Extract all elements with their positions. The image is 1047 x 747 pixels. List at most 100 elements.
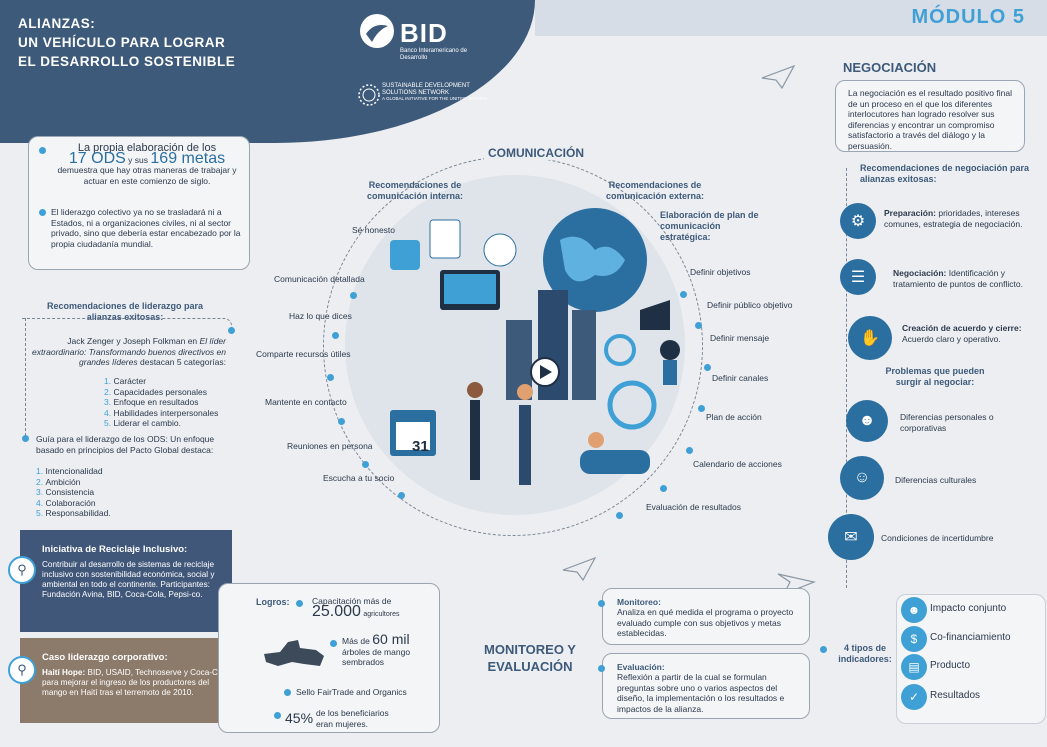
ring-dot bbox=[704, 364, 711, 371]
negociacion-rec-title: Recomendaciones de negociación para alia… bbox=[860, 163, 1030, 184]
external-item: Plan de acción bbox=[706, 412, 762, 422]
negociacion-definition: La negociación es el resultado positivo … bbox=[848, 88, 1012, 151]
zenger-book-title: El líder extraordinario: Transformando b… bbox=[31, 336, 226, 367]
liderazgo-title: LIDERAZGO bbox=[40, 117, 117, 132]
bullet-dot bbox=[598, 600, 605, 607]
indicators-label: 4 tipos de indicadores: bbox=[838, 643, 892, 664]
list-item: 3. Consistencia bbox=[36, 487, 95, 497]
ring-dot bbox=[660, 485, 667, 492]
step-acuerdo: Creación de acuerdo y cierre: Acuerdo cl… bbox=[902, 323, 1022, 344]
ring-dot bbox=[332, 332, 339, 339]
internal-item: Reuniones en persona bbox=[287, 441, 373, 451]
problem-item: Diferencias personales o corporativas bbox=[900, 412, 994, 433]
internal-item: Mantente en contacto bbox=[265, 397, 347, 407]
connector-line bbox=[22, 318, 232, 328]
internal-item: Comparte recursos útiles bbox=[256, 349, 351, 359]
people-icon: ☻ bbox=[901, 597, 927, 623]
internal-comm-title: Recomendaciones de comunicación interna: bbox=[366, 180, 464, 201]
monitoreo-box: Monitoreo: Analiza en qué medida el prog… bbox=[602, 588, 810, 645]
internal-item: Comunicación detallada bbox=[274, 274, 365, 284]
logro-capacitacion: Capacitación más de 25.000 agricultores bbox=[312, 596, 400, 620]
collaboration-illustration bbox=[390, 208, 680, 485]
bullet-dot bbox=[598, 665, 605, 672]
external-item: Definir objetivos bbox=[690, 267, 751, 277]
bullet-dot bbox=[284, 689, 291, 696]
problem-item: Condiciones de incertidumbre bbox=[881, 533, 994, 543]
cart-icon: ▤ bbox=[901, 654, 927, 680]
liderazgo-colectivo-text: El liderazgo colectivo ya no se traslada… bbox=[51, 207, 241, 249]
list-item: 4. Habilidades interpersonales bbox=[104, 407, 219, 418]
external-comm-title: Recomendaciones de comunicación externa: bbox=[605, 180, 705, 201]
checklist-icon: ✓ bbox=[901, 684, 927, 710]
external-item: Calendario de acciones bbox=[693, 459, 782, 469]
ring-dot bbox=[698, 405, 705, 412]
ring-dot bbox=[398, 492, 405, 499]
bullet-dot bbox=[330, 640, 337, 647]
logro-sello: Sello FairTrade and Organics bbox=[296, 687, 407, 697]
ring-dot bbox=[400, 254, 407, 261]
problems-title: Problemas que pueden surgir al negociar: bbox=[885, 366, 985, 387]
monitoreo-label: Monitoreo: bbox=[617, 597, 661, 607]
main-title: ALIANZAS: UN VEHÍCULO PARA LOGRAR EL DES… bbox=[18, 14, 235, 71]
bid-logo: BID Banco Interamericano de Desarrollo bbox=[358, 12, 478, 62]
connector-line bbox=[25, 318, 26, 436]
list-item: 5. Liderar el cambio. bbox=[104, 418, 182, 428]
capacitacion-number: 25.000 bbox=[312, 602, 361, 620]
calendar-day: 31 bbox=[412, 438, 429, 455]
bullet-dot bbox=[274, 712, 281, 719]
ring-dot bbox=[695, 322, 702, 329]
paper-plane-icon bbox=[761, 64, 796, 90]
external-item: Definir mensaje bbox=[710, 333, 770, 343]
categories-list: 1. Carácter 2. Capacidades personales 3.… bbox=[104, 376, 244, 429]
guide-list: 1. Intencionalidad 2. Ambición 3. Consis… bbox=[36, 466, 196, 519]
bullet-dot bbox=[820, 646, 827, 653]
ods-outro-text: demuestra que hay otras maneras de traba… bbox=[57, 165, 237, 186]
sdsn-line-2: SOLUTIONS NETWORK bbox=[382, 89, 450, 96]
negociacion-definition-box: La negociación es el resultado positivo … bbox=[835, 80, 1025, 152]
bullet-dot bbox=[39, 209, 46, 216]
list-item: 2. Capacidades personales bbox=[104, 386, 208, 397]
list-item: 1. Carácter bbox=[104, 376, 147, 386]
liderazgo-recommendations-title: Recomendaciones de liderazgo para alianz… bbox=[46, 301, 204, 322]
indicator-item: Resultados bbox=[930, 690, 981, 701]
bid-emblem-icon bbox=[360, 14, 394, 48]
sdsn-logo: SUSTAINABLE DEVELOPMENT SOLUTIONS NETWOR… bbox=[358, 75, 498, 125]
metas-count: 169 metas bbox=[150, 149, 226, 167]
ring-dot bbox=[327, 374, 334, 381]
preparation-icon: ⚙ bbox=[840, 203, 876, 239]
list-item: 5. Responsabilidad. bbox=[36, 508, 111, 518]
ring-dot bbox=[616, 512, 623, 519]
ring-dot bbox=[686, 447, 693, 454]
monitoreo-title: MONITOREO Y EVALUACIÓN bbox=[484, 642, 576, 674]
caso-text: BID, USAID, Technoserve y Coca-Cola para… bbox=[42, 668, 229, 697]
internal-item: Escucha a tu socio bbox=[323, 473, 395, 483]
caso-lead: Haití Hope: bbox=[42, 668, 86, 677]
ods-connector: y sus bbox=[128, 154, 149, 165]
module-bar bbox=[535, 0, 1047, 36]
mujeres-percent: 45% bbox=[285, 710, 314, 726]
problem-item: Diferencias culturales bbox=[895, 475, 977, 485]
sdsn-line-3: A GLOBAL INITIATIVE FOR THE UNITED NATIO… bbox=[382, 96, 488, 101]
plan-title: Elaboración de plan de comunicación estr… bbox=[660, 210, 759, 242]
bullet-dot bbox=[39, 147, 46, 154]
magnifier-icon: ⚲ bbox=[8, 556, 36, 584]
evaluacion-text: Reflexión a partir de la cual se formula… bbox=[617, 672, 785, 714]
list-item: 2. Ambición bbox=[36, 476, 81, 487]
arboles-number: 60 mil bbox=[372, 631, 410, 647]
guide-intro: Guía para el liderazgo de los ODS: Un en… bbox=[36, 434, 215, 455]
haiti-map-icon bbox=[264, 640, 324, 666]
liderazgo-intro-box: La propia elaboración de los 17 ODS y su… bbox=[28, 136, 250, 270]
title-line-2: UN VEHÍCULO PARA LOGRAR bbox=[18, 35, 226, 50]
caso-card: Caso liderazgo corporativo: Haití Hope: … bbox=[20, 638, 254, 723]
caso-body: Haití Hope: BID, USAID, Technoserve y Co… bbox=[42, 668, 232, 698]
ods-count: 17 ODS bbox=[68, 149, 126, 167]
ods-intro-text: La propia elaboración de los bbox=[77, 142, 217, 154]
bid-logo-subtitle: Banco Interamericano de Desarrollo bbox=[400, 48, 468, 61]
reciclaje-card: Iniciativa de Reciclaje Inclusivo: Contr… bbox=[20, 530, 232, 632]
sdsn-line-1: SUSTAINABLE DEVELOPMENT bbox=[382, 83, 470, 89]
bullet-dot bbox=[296, 600, 303, 607]
reciclaje-body: Contribuir al desarrollo de sistemas de … bbox=[42, 560, 215, 599]
handshake-icon: ✋ bbox=[848, 316, 892, 360]
list-item: 4. Colaboración bbox=[36, 497, 96, 508]
logro-arboles: Más de 60 mil árboles de mango sembrados bbox=[342, 631, 411, 667]
